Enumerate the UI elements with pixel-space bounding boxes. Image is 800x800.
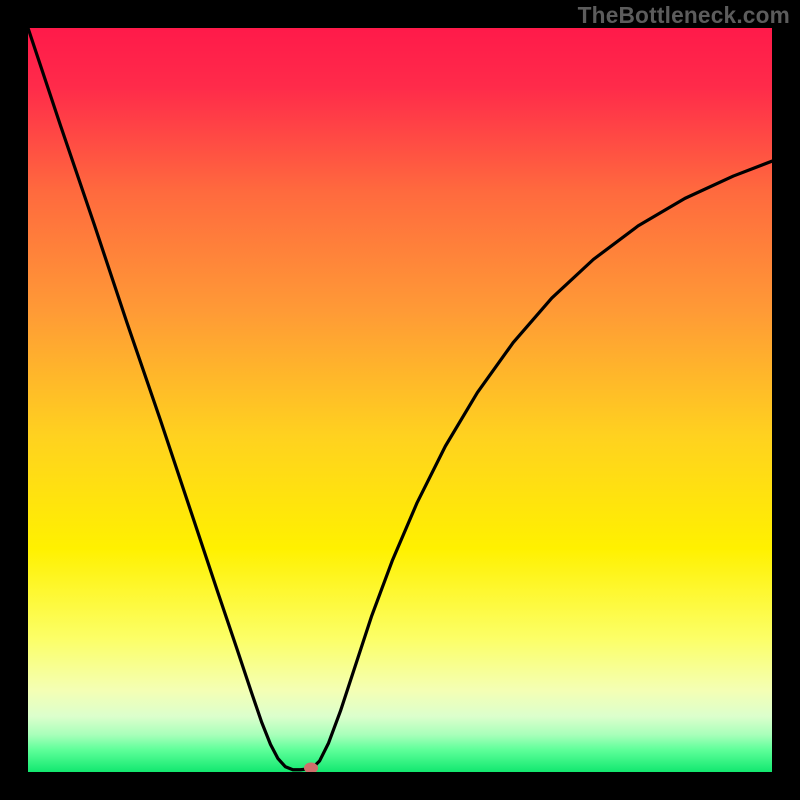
bottleneck-curve	[28, 28, 772, 772]
watermark-text: TheBottleneck.com	[578, 2, 790, 29]
optimal-point-marker	[304, 763, 318, 772]
plot-area	[28, 28, 772, 772]
